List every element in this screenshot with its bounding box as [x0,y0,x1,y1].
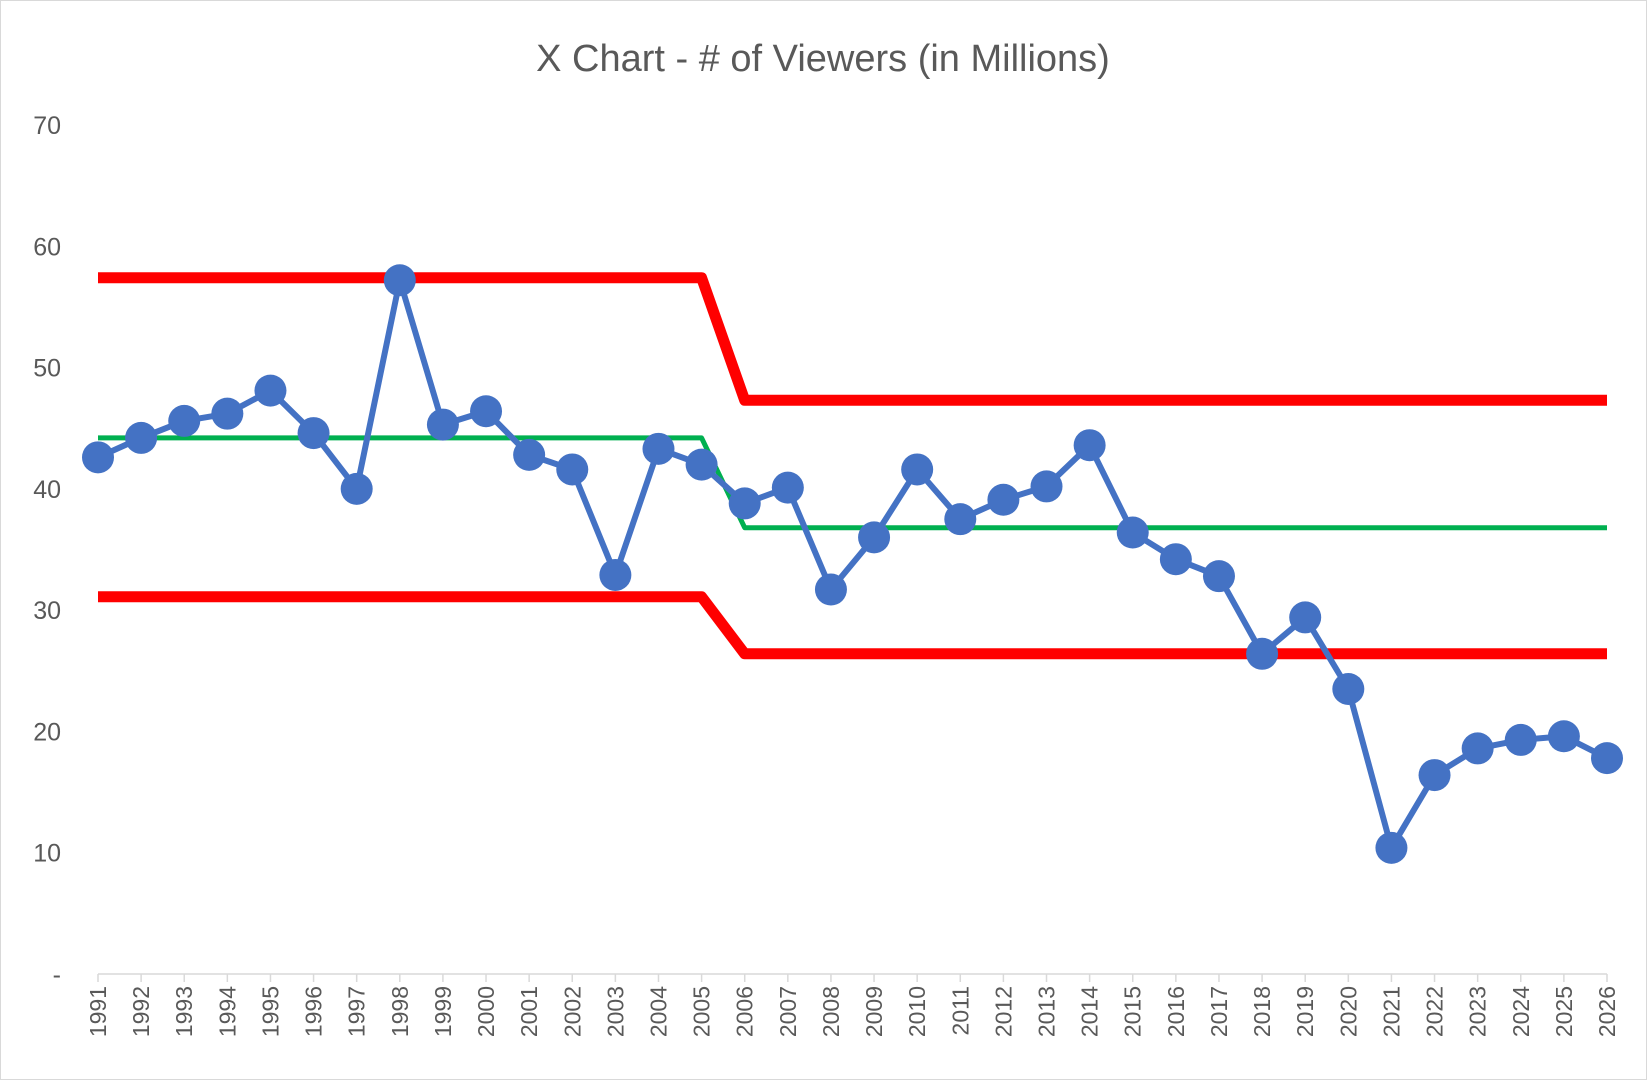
x-tick-label: 2026 [1594,986,1620,1037]
x-tick-label: 2022 [1422,986,1448,1037]
data-point [1073,429,1106,462]
y-tick-label: 30 [33,597,61,625]
series-line-data [96,277,1609,851]
x-tick-label: 2014 [1077,986,1103,1037]
data-point [728,487,761,520]
x-tick-label: 2013 [1034,986,1060,1037]
y-tick-label: 20 [33,718,61,746]
x-tick-label: 1991 [85,986,111,1037]
y-tick-label: 40 [33,476,61,504]
x-tick-label: 2023 [1465,986,1491,1037]
data-point [297,417,330,450]
data-point [1461,732,1494,765]
series-line-average [98,435,1607,531]
data-point [168,404,201,437]
x-tick-label: 1992 [128,986,154,1037]
data-point [1418,759,1451,792]
x-tick-label: 2000 [473,986,499,1037]
data-point [642,432,675,465]
x-tick-label: 2005 [689,986,715,1037]
y-axis-ticks: 70 60 50 40 30 20 10 - [33,112,61,989]
x-tick-label: 1999 [430,986,456,1037]
x-tick-label: 2006 [732,986,758,1037]
x-tick-label: 2015 [1120,986,1146,1037]
y-tick-label: 70 [33,112,61,140]
x-tick-label: 1993 [171,986,197,1037]
data-point [944,503,977,536]
data-point [1116,516,1149,549]
y-tick-label: 60 [33,233,61,261]
x-tick-label: 1995 [257,986,283,1037]
data-point [1591,742,1623,775]
x-tick-label: 2018 [1249,986,1275,1037]
x-tick-label: 1996 [301,986,327,1037]
x-tick-label: 2008 [818,986,844,1037]
data-point [211,397,244,430]
y-tick-label: 50 [33,355,61,383]
x-tick-label: 2001 [516,986,542,1037]
data-point [685,448,718,481]
data-point [1289,601,1322,634]
data-point [1332,672,1365,705]
data-point [470,395,503,428]
x-tick-label: 1997 [344,986,370,1037]
series-line-lower-limit [98,591,1607,660]
x-tick-label: 2007 [775,986,801,1037]
y-tick-label: 10 [33,840,61,868]
series-line-upper-limit [98,272,1607,406]
chart-title: X Chart - # of Viewers (in Millions) [536,38,1110,80]
x-tick-label: 2004 [645,986,671,1037]
data-point [814,573,847,606]
x-axis: 1991 1992 1993 1994 1995 1996 1997 1998 1999 2000… [85,973,1620,1037]
x-tick-label: 2011 [947,986,973,1035]
data-point [771,471,804,504]
data-point [383,264,416,297]
data-point [901,453,934,486]
data-point [1504,723,1537,756]
x-tick-label: 2009 [861,986,887,1037]
data-point [426,408,459,441]
data-point [1375,831,1408,864]
data-point [1159,543,1192,576]
x-tick-label: 2021 [1378,986,1404,1037]
data-point [513,438,546,471]
data-point [82,441,114,474]
x-tick-label: 2016 [1163,986,1189,1037]
data-point [125,421,158,454]
data-point [987,483,1020,516]
data-markers [82,264,1623,864]
y-tick-label: - [53,961,61,989]
x-tick-label: 2019 [1292,986,1318,1037]
data-point [1246,637,1279,670]
x-tick-label: 2010 [904,986,930,1037]
series-lines [96,272,1609,851]
x-tick-label: 1998 [387,986,413,1037]
data-point [599,558,632,591]
x-tick-label: 2020 [1335,986,1361,1037]
data-point [1030,470,1063,503]
data-point [254,374,287,407]
x-tick-label: 2024 [1508,986,1534,1037]
x-tick-label: 1994 [214,986,240,1037]
data-point [1547,720,1580,753]
data-point [556,453,589,486]
data-point [1202,560,1235,593]
x-tick-label: 2017 [1206,986,1232,1037]
x-tick-label: 2003 [602,986,628,1037]
x-tick-label: 2002 [559,986,585,1037]
data-point [858,521,891,554]
x-tick-label: 2025 [1551,986,1577,1037]
data-point [340,472,373,505]
x-tick-label: 2012 [990,986,1016,1037]
